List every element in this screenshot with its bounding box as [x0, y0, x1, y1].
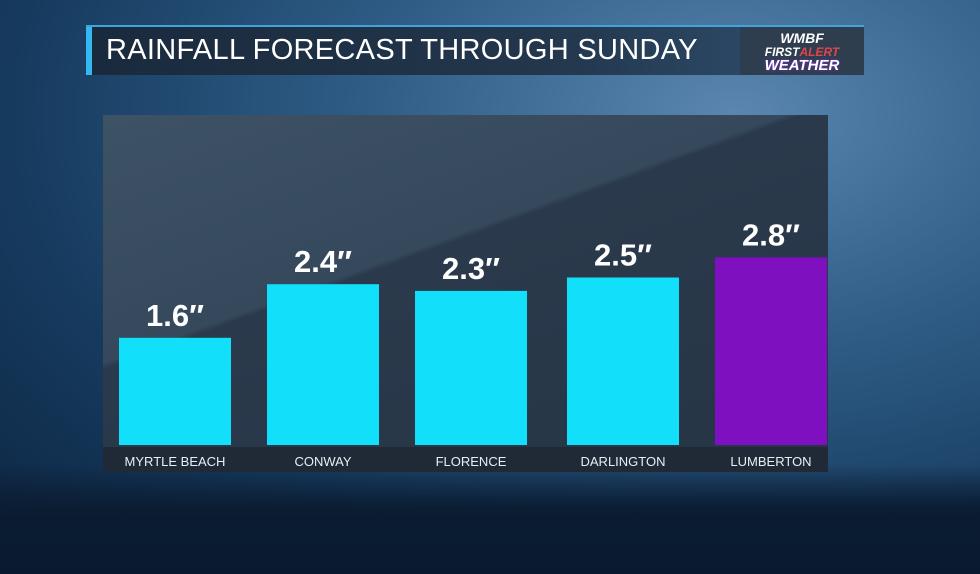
category-label-strip: [103, 447, 828, 472]
background-skyline: [0, 464, 980, 574]
logo-line1: WMBF: [780, 30, 824, 46]
title-bar: RAINFALL FORECAST THROUGH SUNDAY: [86, 25, 740, 75]
bar-lumberton: [715, 257, 827, 445]
logo-alert: ALERT: [799, 45, 840, 59]
category-label: FLORENCE: [436, 454, 507, 469]
station-logo: WMBF FIRSTALERT WEATHER: [740, 25, 864, 75]
category-label: MYRTLE BEACH: [125, 454, 226, 469]
data-label: 2.3″: [442, 251, 500, 286]
data-label: 2.4″: [294, 244, 352, 279]
bar-darlington: [567, 277, 679, 445]
title-accent: [86, 27, 92, 75]
logo-first: FIRST: [764, 45, 800, 59]
logo-line2: FIRSTALERT: [740, 45, 864, 59]
data-label: 1.6″: [146, 298, 204, 333]
category-label: LUMBERTON: [730, 454, 811, 469]
bar-conway: [267, 284, 379, 445]
data-label: 2.8″: [742, 217, 800, 252]
category-label: CONWAY: [294, 454, 351, 469]
chart-title: RAINFALL FORECAST THROUGH SUNDAY: [106, 34, 698, 66]
category-label: DARLINGTON: [581, 454, 666, 469]
data-label: 2.5″: [594, 238, 652, 273]
bar-florence: [415, 290, 527, 445]
logo-line3: WEATHER: [764, 57, 840, 74]
bar-myrtle-beach: [119, 337, 231, 445]
